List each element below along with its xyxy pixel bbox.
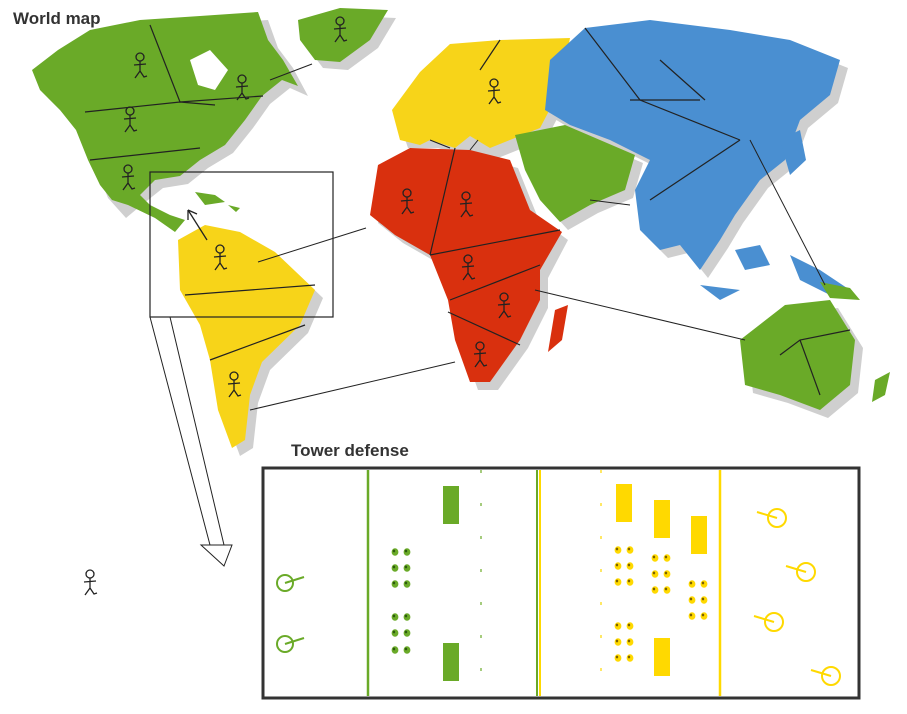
tower-defense-board xyxy=(261,466,861,700)
world-map-title: World map xyxy=(13,9,101,28)
yellow-hero[interactable] xyxy=(810,666,841,686)
zoom-selection-box[interactable] xyxy=(149,171,334,318)
yellow-tower[interactable] xyxy=(654,500,670,538)
caribbean-islands xyxy=(195,192,240,212)
connection-lines xyxy=(249,63,826,411)
british-isles xyxy=(418,72,432,95)
green-tower[interactable] xyxy=(443,643,459,681)
region-north-america[interactable] xyxy=(32,12,298,232)
madagascar xyxy=(548,305,568,352)
yellow-hero[interactable] xyxy=(753,612,784,632)
yellow-hero[interactable] xyxy=(785,562,816,582)
zoom-arrow xyxy=(149,316,233,567)
world-map xyxy=(32,8,890,567)
region-australia[interactable] xyxy=(740,300,855,410)
green-hero[interactable] xyxy=(276,574,305,592)
yellow-tower[interactable] xyxy=(654,638,670,676)
oceania-islands xyxy=(820,282,890,402)
hudson-bay xyxy=(190,50,228,90)
region-africa[interactable] xyxy=(370,148,562,382)
yellow-tower[interactable] xyxy=(616,484,632,522)
region-europe[interactable] xyxy=(392,38,570,148)
territory-borders xyxy=(84,24,851,396)
reserve-stickman[interactable] xyxy=(83,569,98,596)
region-south-america[interactable] xyxy=(178,225,315,448)
region-greenland[interactable] xyxy=(298,8,388,62)
green-tower[interactable] xyxy=(443,486,459,524)
region-asia[interactable] xyxy=(545,20,840,270)
region-middle-east[interactable] xyxy=(515,125,635,222)
yellow-hero[interactable] xyxy=(756,508,787,528)
green-hero[interactable] xyxy=(276,635,305,653)
tower-defense-title: Tower defense xyxy=(291,441,409,460)
yellow-tower[interactable] xyxy=(691,516,707,554)
board-frame xyxy=(261,466,861,700)
attack-arrow xyxy=(187,209,208,241)
asia-islands xyxy=(700,130,850,300)
